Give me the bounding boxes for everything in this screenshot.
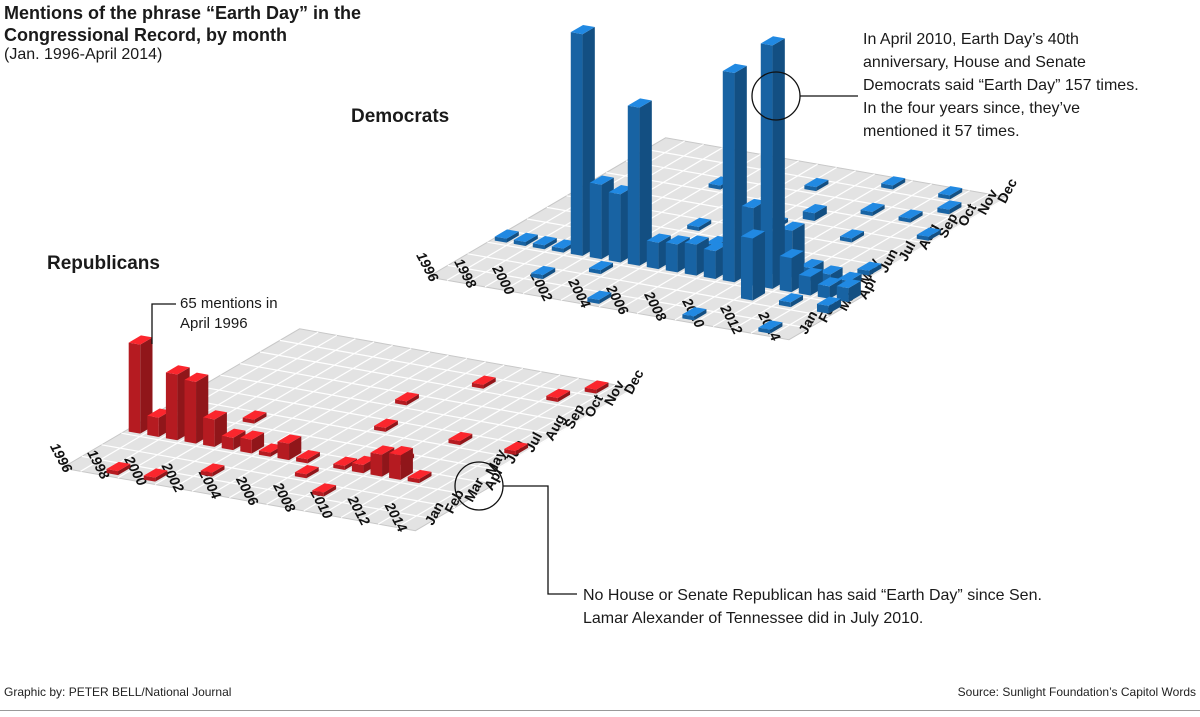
democrats-bar [898,209,923,223]
republicans-bar [584,380,609,394]
republicans-bar [374,418,398,432]
republicans-bar [395,392,419,406]
republicans-bar [312,483,337,497]
democrats-bar [860,202,885,216]
democrats-bar [937,200,962,215]
republicans-bar [546,388,571,402]
credit: Graphic by: PETER BELL/National Journal [4,685,232,699]
democrats-bar [532,236,557,250]
republicans-bar [240,430,265,454]
republicans-bar [407,469,432,484]
republicans-bar [471,375,496,389]
democrats-bar [587,290,612,304]
chart-subtitle: (Jan. 1996-April 2014) [4,46,163,63]
republicans-bar [128,335,153,434]
republicans-bar [277,434,302,461]
source: Source: Sunlight Foundation’s Capitol Wo… [957,685,1196,699]
democrats-bar [816,296,842,314]
chart-title: Mentions of the phrase “Earth Day” in th… [4,3,362,45]
democrats-bar [531,265,556,280]
democrats-annotation: In April 2010, Earth Day’s 40th annivers… [863,31,1139,140]
democrats-bar [916,227,941,241]
republicans-month-label: Dec [620,366,646,396]
republicans-bar [106,461,131,476]
republicans-bar [200,463,225,477]
democrats-bar [804,177,829,192]
republicans-bar [333,456,358,470]
republicans-bar [221,428,246,451]
panel-label-democrats: Democrats [351,106,450,127]
republicans-bar [294,465,319,479]
democrats-bar [758,320,783,334]
democrats-bar [817,277,842,299]
republicans-bar [242,410,267,424]
republicans-annotation: No House or Senate Republican has said “… [583,587,1042,627]
democrats-bar [778,293,804,308]
democrats-bar [627,98,652,266]
democrats-bar [836,278,861,303]
democrats-bar [839,229,865,243]
republicans-panel: 1996 1998 2000 2002 2004 2006 2008 2010 2012 2014… [47,328,647,535]
democrats-bar [588,260,614,275]
democrats-bar [938,186,963,200]
republicans-bar [504,441,529,455]
democrats-bar [802,203,827,221]
republicans-peak-callout-line [151,303,176,344]
republicans-bar [389,445,413,480]
democrats-bar [494,229,519,243]
panel-label-republicans: Republicans [47,253,160,274]
republicans-peak-annotation: 65 mentions in April 1996 [180,295,278,332]
democrats-bar [687,217,712,231]
democrats-bar [740,229,766,301]
democrats-bar [682,307,707,321]
democrats-bar [881,176,906,190]
democrats-bar [798,267,823,296]
footer-rule [0,710,1200,711]
democrats-bar [760,36,785,289]
democrats-bar [513,232,538,246]
democrats-bar [779,248,804,293]
democrats-panel: 1996199820002002200420062008201020122014… [413,24,1020,344]
republicans-bar [143,468,168,482]
republicans-bar [296,450,320,464]
republicans-bar [448,431,473,446]
republicans-callout-line [503,485,577,595]
democrats-month-label: Dec [994,175,1020,205]
